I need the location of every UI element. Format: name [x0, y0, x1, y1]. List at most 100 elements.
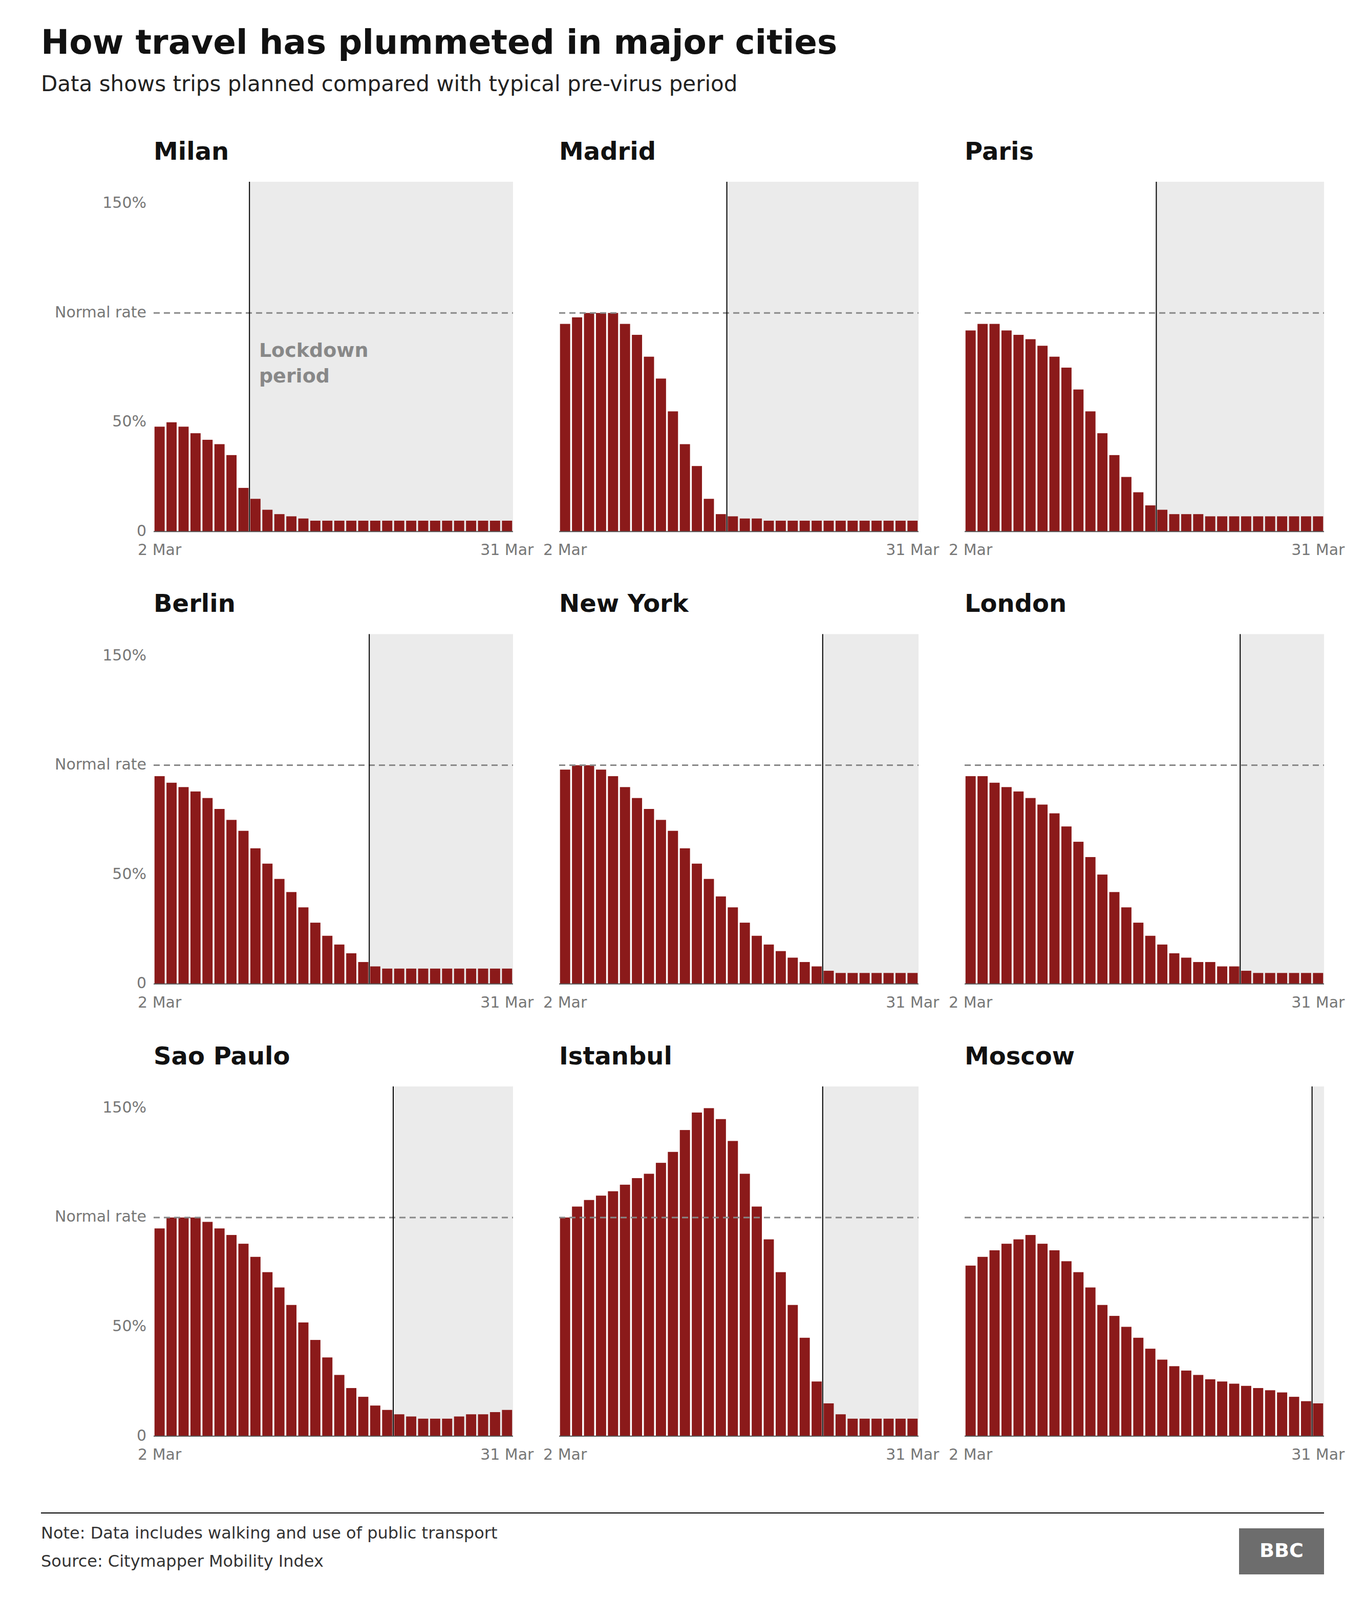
bar: [1145, 1348, 1156, 1437]
bar: [883, 1418, 894, 1437]
panel-title: New York: [559, 588, 690, 618]
bar: [775, 951, 786, 985]
bar: [1289, 516, 1300, 532]
bar: [907, 1418, 918, 1437]
bar: [322, 935, 333, 985]
bar: [202, 1221, 213, 1437]
x-tick-label: 2 Mar: [948, 1445, 993, 1464]
x-axis-line: [559, 530, 919, 532]
bar: [989, 324, 1000, 532]
bar: [1276, 1392, 1288, 1437]
y-tick-label: Normal rate: [54, 1207, 147, 1226]
bar: [1109, 891, 1120, 984]
bar: [454, 520, 465, 532]
bar: [1061, 826, 1072, 985]
panel: Berlin2 Mar31 Mar050%Normal rate150%: [54, 588, 535, 1011]
x-tick-label: 2 Mar: [137, 1445, 182, 1464]
bar: [190, 791, 201, 985]
bar: [835, 520, 846, 532]
bar: [1205, 962, 1216, 985]
bar: [214, 1228, 225, 1437]
lockdown-region: [1312, 1086, 1325, 1437]
bar: [370, 520, 381, 532]
bar: [418, 968, 429, 985]
bar: [560, 1217, 571, 1437]
bar: [1085, 1287, 1096, 1437]
bar: [595, 1195, 607, 1437]
bar: [489, 1412, 501, 1437]
x-tick-label: 31 Mar: [480, 993, 535, 1012]
x-tick-label: 2 Mar: [543, 993, 588, 1012]
bar: [560, 324, 571, 532]
bar: [250, 848, 261, 985]
normal-rate-line: [153, 312, 514, 314]
bar: [835, 972, 846, 984]
bar: [691, 1112, 702, 1437]
x-tick-label: 31 Mar: [480, 1445, 535, 1464]
bar: [763, 520, 775, 532]
y-tick-label: 150%: [102, 646, 147, 665]
bar: [1001, 330, 1012, 532]
bar: [1073, 841, 1084, 985]
bar: [1133, 1337, 1144, 1437]
bar: [358, 1396, 369, 1437]
bar: [1025, 339, 1036, 532]
bar: [418, 520, 429, 532]
normal-rate-line: [559, 1216, 919, 1219]
bar: [595, 312, 607, 532]
x-axis-line: [559, 983, 919, 985]
x-tick-label: 2 Mar: [543, 1445, 588, 1464]
bar: [1300, 972, 1312, 984]
bar: [883, 520, 894, 532]
bar: [859, 520, 870, 532]
bar: [883, 972, 894, 984]
plot-area: [964, 181, 1325, 532]
bar: [334, 1374, 345, 1437]
lockdown-start-line: [822, 1086, 824, 1437]
bar: [655, 819, 667, 984]
lockdown-region: [1156, 181, 1325, 532]
bar: [763, 1239, 775, 1437]
lockdown-region: [822, 1086, 919, 1437]
x-axis-line: [964, 1435, 1325, 1437]
y-tick-label: 0: [136, 521, 147, 540]
bar: [823, 970, 835, 985]
bar: [406, 1416, 417, 1437]
y-tick-label: Normal rate: [54, 303, 147, 322]
bar: [775, 1272, 786, 1437]
bar: [441, 1418, 453, 1437]
bar: [454, 968, 465, 985]
bar: [715, 1119, 727, 1437]
bar: [871, 972, 882, 984]
normal-rate-line: [153, 764, 514, 766]
annotation-line: Lockdown: [259, 338, 369, 362]
bar: [1217, 516, 1228, 532]
lockdown-start-line: [822, 633, 824, 984]
bar: [560, 769, 571, 985]
bar: [607, 312, 618, 532]
bar: [667, 830, 678, 985]
bar: [823, 1403, 835, 1437]
bar: [989, 1250, 1000, 1437]
lockdown-start-line: [726, 181, 728, 532]
lockdown-region: [1240, 633, 1325, 984]
bar: [226, 819, 237, 984]
bar: [679, 1129, 691, 1437]
bar: [1181, 514, 1192, 532]
x-tick-label: 31 Mar: [885, 540, 940, 559]
x-tick-label: 31 Mar: [480, 540, 535, 559]
bar: [644, 1174, 655, 1437]
lockdown-region: [249, 181, 514, 532]
bar: [1013, 1239, 1024, 1437]
y-tick-label: 150%: [102, 193, 147, 212]
bar: [907, 520, 918, 532]
lockdown-start-line: [392, 1086, 394, 1437]
bar: [274, 1287, 285, 1437]
bar: [1192, 1374, 1204, 1437]
bar: [166, 422, 177, 532]
x-tick-label: 31 Mar: [1291, 540, 1346, 559]
bar: [859, 1418, 870, 1437]
panel: Milan2 Mar31 Mar050%Normal rate150%Lockd…: [54, 136, 535, 559]
source: Source: Citymapper Mobility Index: [40, 1551, 324, 1571]
bar: [298, 907, 309, 984]
